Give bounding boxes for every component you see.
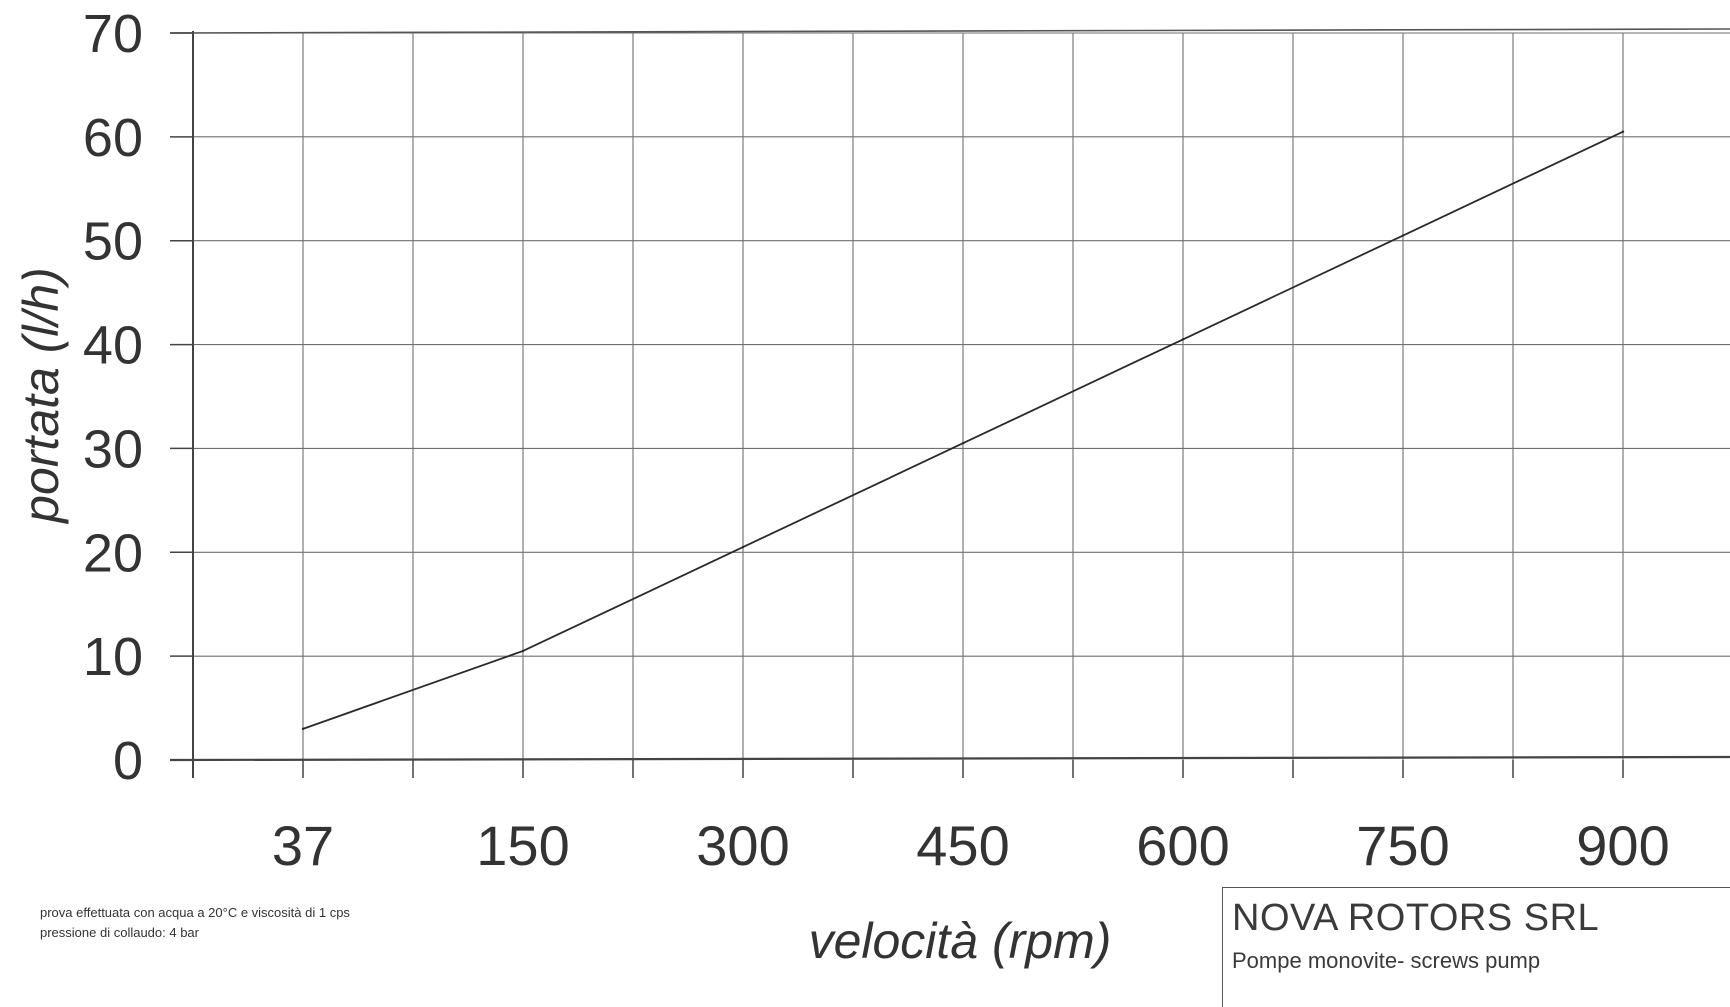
x-tick-label: 600 (1136, 814, 1229, 877)
y-tick-label: 0 (113, 731, 143, 791)
company-subtitle: Pompe monovite- screws pump (1232, 948, 1541, 973)
y-axis-label: portata (l/h) (13, 267, 69, 525)
test-pressure-note: pressione di collaudo: 4 bar (40, 925, 199, 940)
test-conditions-note: prova effettuata con acqua a 20°C e visc… (40, 905, 350, 920)
data-point (521, 649, 525, 653)
x-tick-label: 37 (272, 814, 334, 877)
x-axis-label: velocità (rpm) (809, 913, 1112, 969)
y-tick-label: 50 (83, 212, 143, 272)
company-box (1222, 887, 1730, 1007)
x-tick-label: 300 (696, 814, 789, 877)
data-point (1621, 130, 1625, 133)
y-tick-label: 60 (83, 108, 143, 168)
data-point (1401, 234, 1405, 237)
x-tick-label: 150 (476, 814, 569, 877)
data-point (1181, 338, 1185, 341)
x-tick-label: 450 (916, 814, 1009, 877)
x-tick-label: 750 (1356, 814, 1449, 877)
flow-rate-chart: 0 10 20 30 40 50 60 70 37 150 300 450 600 750 900 veloc… (13, 4, 1730, 969)
y-tick-label: 10 (83, 627, 143, 687)
y-tick-label: 70 (83, 4, 143, 64)
x-tick-label: 900 (1576, 814, 1669, 877)
x-axis-line (169, 755, 1730, 762)
data-point (961, 442, 965, 445)
data-point (741, 545, 745, 549)
company-name: NOVA ROTORS SRL (1232, 897, 1600, 939)
top-border-line (169, 28, 1730, 34)
y-tick-label: 30 (83, 419, 143, 479)
y-tick-label: 20 (83, 523, 143, 583)
y-tick-label: 40 (83, 316, 143, 376)
data-point (301, 727, 305, 731)
